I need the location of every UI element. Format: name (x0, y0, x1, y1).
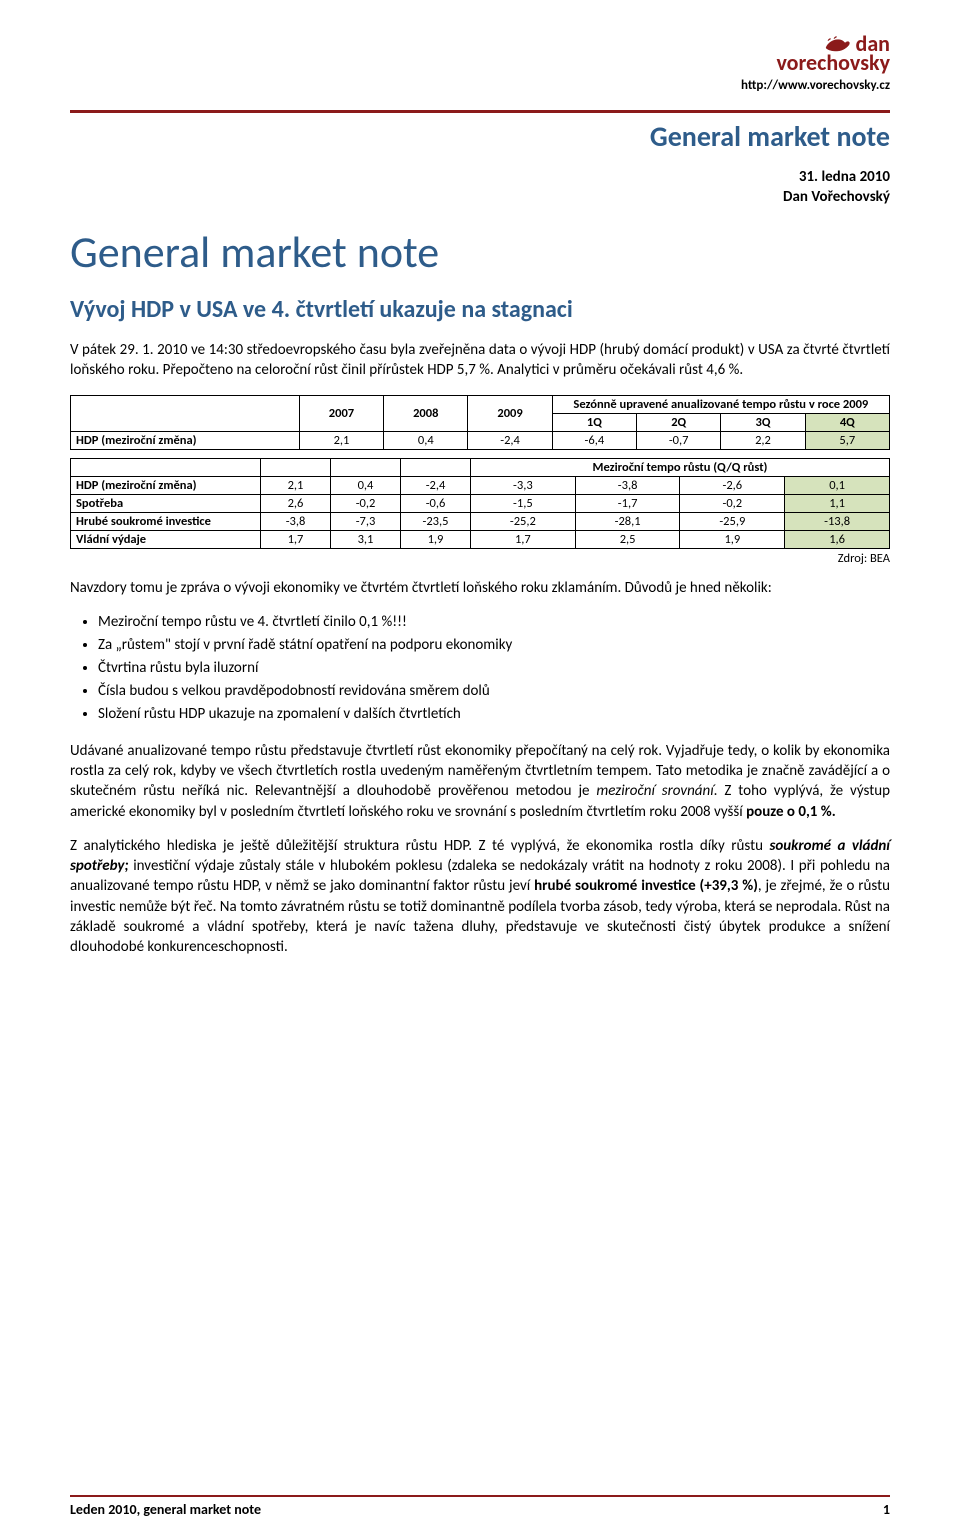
doc-type-heading: General market note (70, 119, 890, 154)
bullet-list: Meziroční tempo růstu ve 4. čtvrtletí či… (98, 612, 890, 725)
table-source: Zdroj: BEA (70, 551, 890, 566)
table-annualized: 200720082009Sezónně upravené anualizovan… (70, 395, 890, 450)
paragraph-analysis: Z analytického hlediska je ještě důležit… (70, 836, 890, 958)
footer-left: Leden 2010, general market note (70, 1501, 261, 1518)
bullet-item: Složení růstu HDP ukazuje na zpomalení v… (98, 704, 890, 725)
logo-last-name: vorechovsky (741, 49, 890, 76)
doc-date: 31. ledna 2010 (70, 168, 890, 188)
para-after-tables: Navzdory tomu je zpráva o vývoji ekonomi… (70, 578, 890, 598)
header-rule (70, 110, 890, 113)
intro-paragraph: V pátek 29. 1. 2010 ve 14:30 středoevrop… (70, 340, 890, 381)
paragraph-methodology: Udávané anualizované tempo růstu předsta… (70, 741, 890, 822)
p3-b: meziroční srovnání (596, 782, 713, 800)
logo-block: dan vorechovsky http://www.vorechovsky.c… (741, 30, 890, 93)
footer: Leden 2010, general market note 1 (70, 1495, 890, 1518)
bullet-item: Meziroční tempo růstu ve 4. čtvrtletí či… (98, 612, 890, 633)
bullet-item: Čtvrtina růstu byla iluzorní (98, 658, 890, 679)
meta-block: 31. ledna 2010 Dan Vořechovský (70, 168, 890, 207)
subtitle: Vývoj HDP v USA ve 4. čtvrtletí ukazuje … (70, 295, 890, 324)
header-area: dan vorechovsky http://www.vorechovsky.c… (70, 30, 890, 110)
p3-d: pouze o 0,1 %. (746, 803, 836, 821)
footer-page-number: 1 (883, 1501, 890, 1518)
main-title: General market note (70, 225, 890, 279)
table-yoy: Meziroční tempo růstu (Q/Q růst)HDP (mez… (70, 458, 890, 549)
doc-author: Dan Vořechovský (70, 188, 890, 208)
bullet-item: Čísla budou s velkou pravděpodobností re… (98, 681, 890, 702)
p4-d: hrubé soukromé investice (+39,3 %) (534, 877, 758, 895)
p4-a: Z analytického hlediska je ještě důležit… (70, 837, 769, 855)
bullet-item: Za „růstem" stojí v první řadě státní op… (98, 635, 890, 656)
logo-url: http://www.vorechovsky.cz (741, 78, 890, 93)
footer-rule (70, 1495, 890, 1497)
